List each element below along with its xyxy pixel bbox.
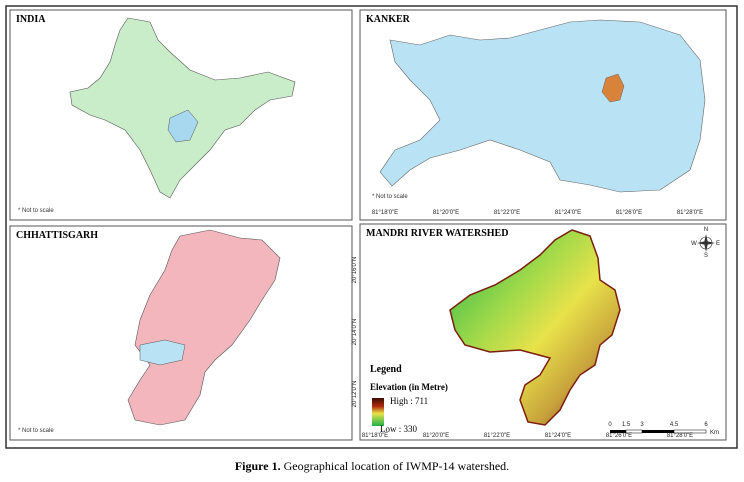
caption-label: Figure 1. (235, 459, 281, 473)
x-coord-label: 81°24'0"E (555, 210, 581, 216)
x-coord-label: 81°18'0"E (362, 433, 388, 439)
x-coord-label: 81°28'0"E (677, 210, 703, 216)
y-coord-label: 20°14'0"N (352, 319, 358, 346)
scale-label: 1.5 (622, 422, 631, 428)
legend-ramp (372, 398, 384, 426)
panel-title: CHHATTISGARH (16, 230, 98, 241)
chhattisgarh-map (127, 229, 281, 426)
caption-text: Geographical location of IWMP-14 watersh… (284, 459, 510, 473)
compass-label: E (716, 241, 720, 247)
x-coord-label: 81°26'0"E (606, 433, 632, 439)
y-coord-label: 20°12'0"N (352, 381, 358, 408)
x-coord-label: 81°22'0"E (484, 433, 510, 439)
scale-label: 4.5 (670, 422, 679, 428)
x-coord-label: 81°18'0"E (372, 210, 398, 216)
note: * Not to scale (372, 194, 408, 200)
scale-unit: Km (710, 430, 719, 436)
y-coord-label: 20°16'0"N (352, 257, 358, 284)
note: * Not to scale (18, 208, 54, 214)
compass (697, 234, 715, 252)
kanker-map (379, 19, 706, 193)
scale-bar (610, 429, 707, 434)
watershed-dem (449, 229, 621, 426)
x-coord-label: 81°20'0"E (433, 210, 459, 216)
scale-label: 6 (704, 422, 708, 428)
india-map (69, 17, 296, 199)
panel-title: INDIA (16, 14, 46, 25)
legend-high: High : 711 (390, 396, 428, 406)
compass-label: W (691, 241, 697, 247)
kanker-highlight (139, 339, 186, 366)
x-coord-label: 81°26'0"E (616, 210, 642, 216)
watershed-highlight (601, 73, 625, 103)
panel-title: MANDRI RIVER WATERSHED (366, 228, 508, 239)
note: * Not to scale (18, 428, 54, 434)
compass-label: N (704, 227, 708, 233)
legend-subtitle: Elevation (in Metre) (370, 382, 448, 392)
caption: Figure 1. Geographical location of IWMP-… (235, 459, 509, 473)
scale-label: 0 (608, 422, 612, 428)
scale-label: 3 (640, 422, 644, 428)
chhattisgarh-highlight (167, 109, 199, 143)
x-coord-label: 81°28'0"E (667, 433, 693, 439)
legend-low: Low : 330 (380, 424, 417, 434)
x-coord-label: 81°20'0"E (423, 433, 449, 439)
x-coord-label: 81°22'0"E (494, 210, 520, 216)
x-coord-label: 81°24'0"E (545, 433, 571, 439)
legend-title: Legend (370, 364, 402, 375)
panel-title: KANKER (366, 14, 411, 25)
compass-label: S (704, 253, 708, 259)
